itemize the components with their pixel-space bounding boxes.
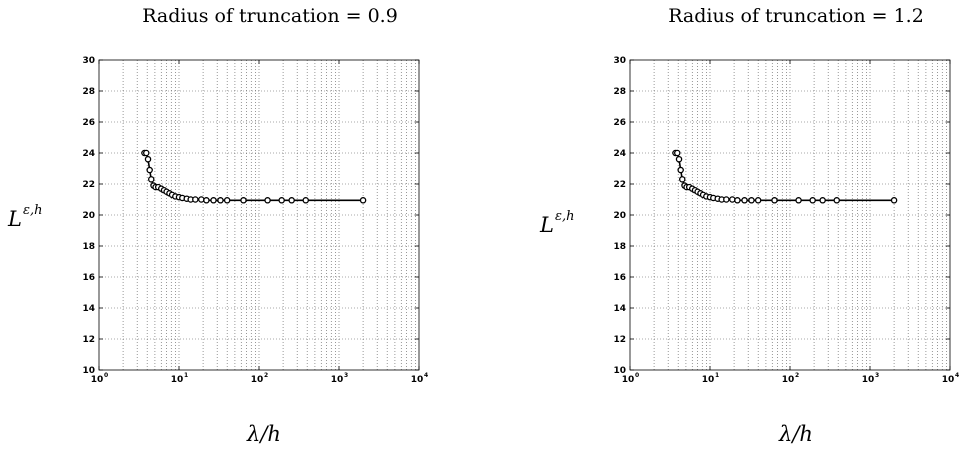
y-tick-label: 16 bbox=[613, 273, 626, 283]
y-tick-label: 22 bbox=[82, 180, 95, 190]
data-point bbox=[795, 197, 802, 204]
data-point bbox=[675, 155, 683, 163]
x-tick-exponent: 3 bbox=[344, 372, 348, 379]
x-tick-label: 10 bbox=[622, 375, 635, 385]
y-tick-label: 24 bbox=[613, 149, 626, 159]
data-point bbox=[809, 197, 816, 204]
data-point bbox=[148, 176, 155, 183]
data-point bbox=[734, 197, 741, 204]
data-point bbox=[741, 197, 748, 204]
x-axis-label: λ/h bbox=[778, 422, 813, 446]
y-tick-label: 24 bbox=[82, 149, 95, 159]
x-tick-label: 10 bbox=[331, 375, 344, 385]
data-point bbox=[240, 197, 247, 204]
y-tick-label: 14 bbox=[613, 304, 626, 314]
x-tick-label: 10 bbox=[411, 375, 424, 385]
data-point bbox=[146, 166, 153, 174]
data-point bbox=[217, 197, 224, 204]
data-point bbox=[223, 197, 231, 204]
x-tick-label: 10 bbox=[702, 375, 715, 385]
y-tick-label: 12 bbox=[613, 335, 626, 345]
series-line bbox=[675, 152, 895, 202]
y-tick-label: 30 bbox=[613, 56, 626, 66]
data-point bbox=[771, 197, 778, 204]
x-tick-exponent: 1 bbox=[184, 372, 188, 379]
x-tick-label: 10 bbox=[862, 375, 875, 385]
x-tick-label: 10 bbox=[782, 375, 795, 385]
data-point bbox=[264, 197, 271, 204]
data-point bbox=[144, 155, 152, 163]
x-tick-exponent: 2 bbox=[795, 372, 799, 379]
y-tick-label: 30 bbox=[82, 56, 95, 66]
series-line bbox=[144, 152, 364, 202]
data-point bbox=[754, 197, 762, 204]
data-point bbox=[729, 196, 736, 203]
y-tick-label: 28 bbox=[613, 87, 626, 97]
y-tick-label: 20 bbox=[613, 211, 626, 221]
data-point bbox=[278, 197, 285, 204]
x-tick-label: 10 bbox=[942, 375, 955, 385]
data-point bbox=[748, 197, 755, 204]
y-tick-label: 12 bbox=[82, 335, 95, 345]
x-axis-label: λ/h bbox=[246, 422, 281, 446]
y-axis-label-superscript: ε,h bbox=[23, 203, 42, 218]
x-tick-exponent: 3 bbox=[875, 372, 879, 379]
data-point bbox=[819, 197, 826, 204]
data-point bbox=[677, 166, 684, 174]
y-tick-label: 22 bbox=[613, 180, 626, 190]
data-point bbox=[203, 197, 210, 204]
data-point bbox=[143, 149, 150, 157]
data-point bbox=[198, 196, 205, 203]
chart-panel-1: Radius of truncation = 0.910121416182022… bbox=[7, 5, 428, 446]
x-tick-exponent: 0 bbox=[635, 372, 639, 379]
x-tick-exponent: 1 bbox=[715, 372, 719, 379]
y-tick-label: 18 bbox=[613, 242, 626, 252]
y-tick-label: 10 bbox=[82, 366, 95, 376]
data-point bbox=[723, 196, 730, 203]
y-tick-label: 26 bbox=[82, 118, 95, 128]
chart-title: Radius of truncation = 1.2 bbox=[668, 5, 924, 27]
y-tick-label: 10 bbox=[613, 366, 626, 376]
data-point bbox=[890, 197, 898, 204]
x-tick-exponent: 0 bbox=[104, 372, 108, 379]
x-tick-exponent: 2 bbox=[264, 372, 268, 379]
data-point bbox=[359, 197, 367, 204]
y-tick-label: 20 bbox=[82, 211, 95, 221]
data-point bbox=[210, 197, 217, 204]
y-tick-label: 16 bbox=[82, 273, 95, 283]
chart-title: Radius of truncation = 0.9 bbox=[142, 5, 398, 27]
data-point bbox=[192, 196, 199, 203]
chart-panel-2: Radius of truncation = 1.210121416182022… bbox=[539, 5, 959, 446]
y-tick-label: 26 bbox=[613, 118, 626, 128]
x-tick-exponent: 4 bbox=[955, 372, 959, 379]
x-tick-label: 10 bbox=[171, 375, 184, 385]
data-point bbox=[833, 197, 840, 204]
y-tick-label: 18 bbox=[82, 242, 95, 252]
data-point bbox=[674, 149, 681, 157]
data-point bbox=[288, 197, 295, 204]
data-point bbox=[679, 176, 686, 183]
x-tick-exponent: 4 bbox=[424, 372, 428, 379]
y-axis-label-superscript: ε,h bbox=[555, 209, 574, 224]
x-tick-label: 10 bbox=[251, 375, 264, 385]
y-axis-label: L bbox=[7, 207, 22, 231]
y-tick-label: 14 bbox=[82, 304, 95, 314]
y-axis-label: L bbox=[539, 213, 554, 237]
y-tick-label: 28 bbox=[82, 87, 95, 97]
data-point bbox=[302, 197, 309, 204]
x-tick-label: 10 bbox=[91, 375, 104, 385]
